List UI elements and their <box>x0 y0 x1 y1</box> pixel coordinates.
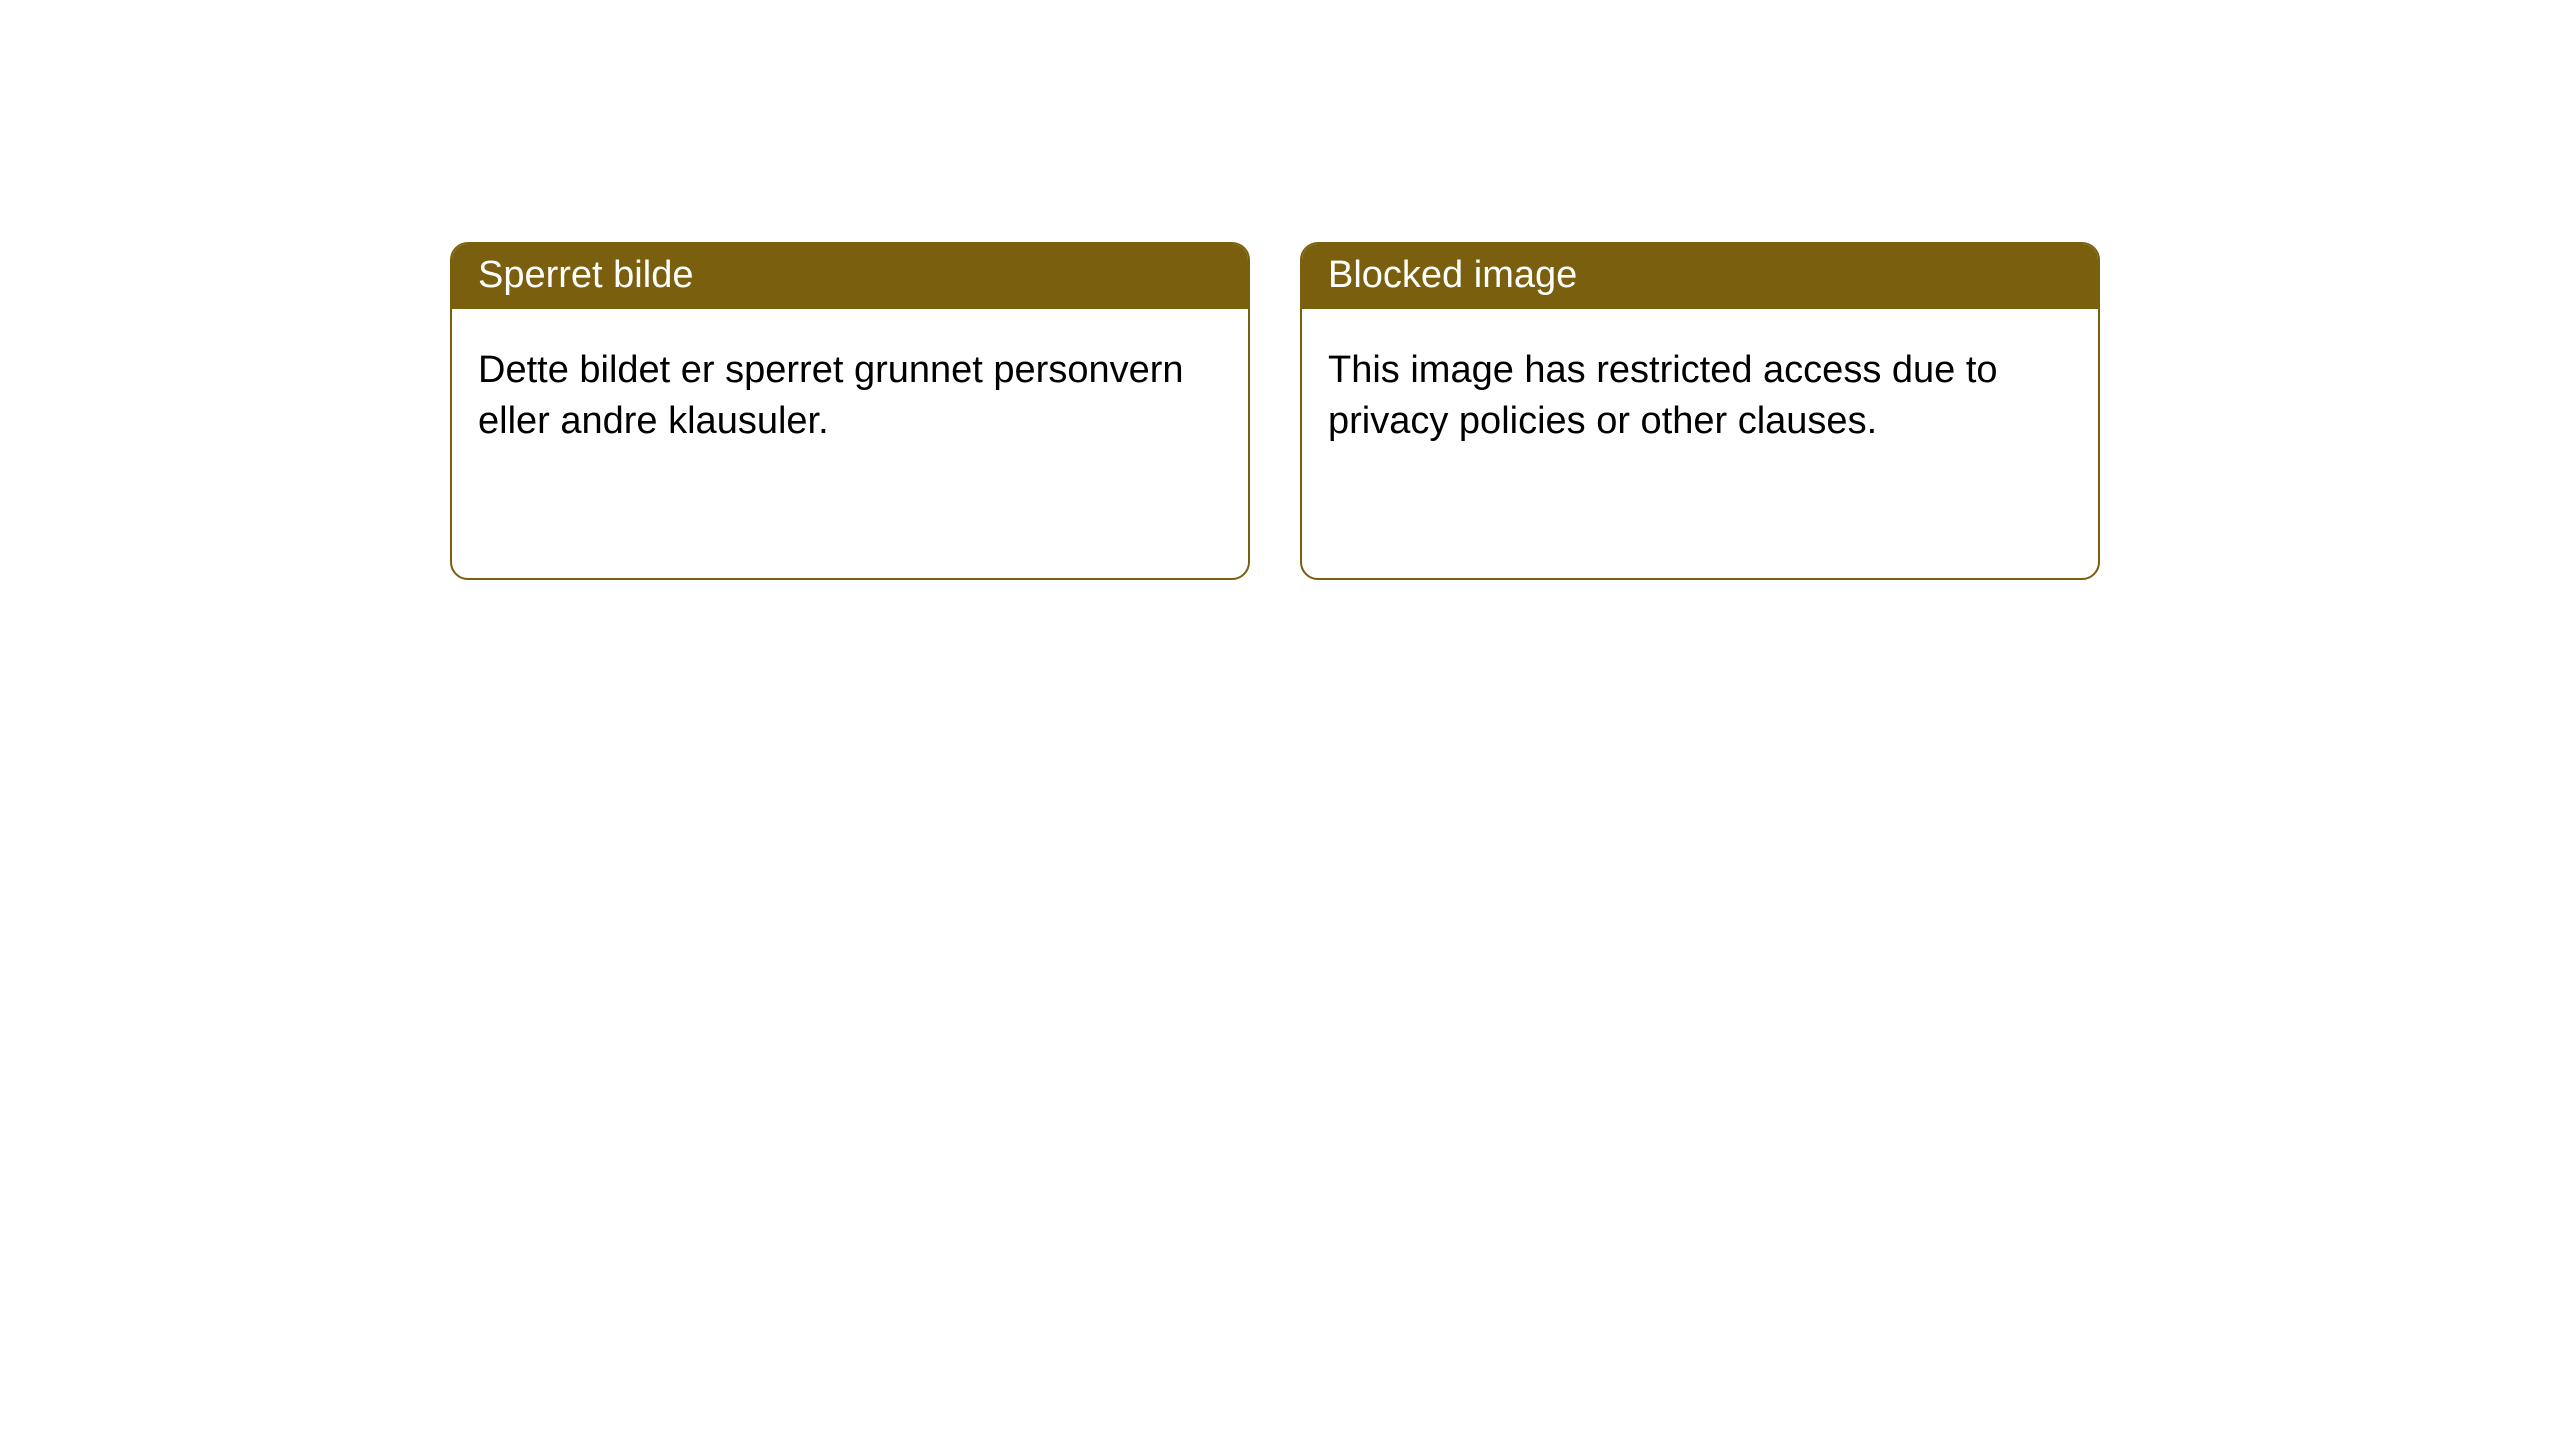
notice-container: Sperret bilde Dette bildet er sperret gr… <box>0 0 2560 580</box>
notice-body: Dette bildet er sperret grunnet personve… <box>452 309 1248 484</box>
notice-card-english: Blocked image This image has restricted … <box>1300 242 2100 580</box>
notice-title: Blocked image <box>1302 244 2098 309</box>
notice-title: Sperret bilde <box>452 244 1248 309</box>
notice-card-norwegian: Sperret bilde Dette bildet er sperret gr… <box>450 242 1250 580</box>
notice-body: This image has restricted access due to … <box>1302 309 2098 484</box>
